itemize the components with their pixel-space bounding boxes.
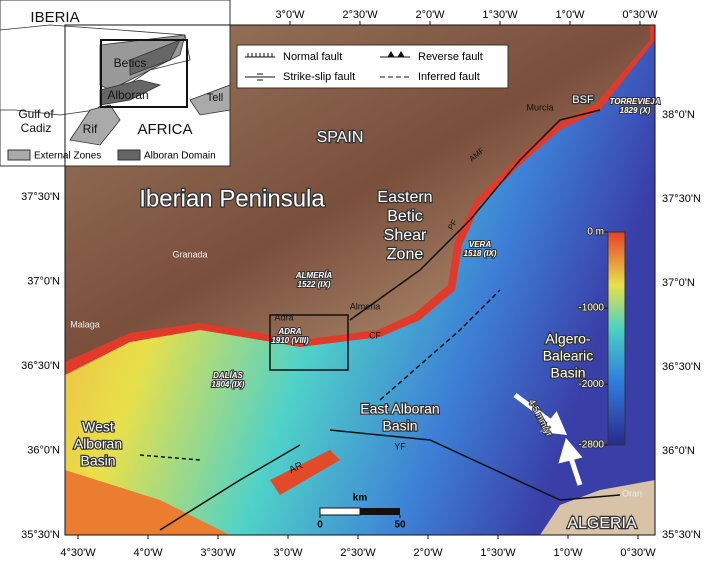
bottom-axis-label: 3°30'W	[200, 547, 236, 559]
right-axis-label: 35°30'N	[662, 529, 701, 541]
scale-bar	[319, 507, 400, 516]
inset-label: Betics	[114, 56, 147, 70]
map-base	[65, 25, 655, 535]
bottom-axis-label: 2°0'W	[413, 547, 443, 559]
bottom-axis-label: 1°30'W	[480, 547, 516, 559]
top-axis-label: 2°30'W	[342, 9, 378, 21]
legend	[236, 44, 509, 89]
legend-symbol	[380, 51, 410, 58]
legend-symbol	[245, 53, 275, 58]
bottom-axis-label: 4°30'W	[60, 547, 96, 559]
map-label: Granada	[172, 249, 207, 259]
legend-swatch	[7, 149, 31, 161]
velocity-arrows	[513, 393, 583, 486]
map-label: Basin	[550, 365, 585, 381]
map-label: 1518 (IX)	[464, 249, 497, 258]
map-label: VERA	[469, 240, 491, 249]
map-label: 1804 (IX)	[212, 380, 245, 389]
inset-label: IBERIA	[30, 9, 79, 26]
map-label: Malaga	[70, 319, 100, 329]
right-axis-label: 36°30'N	[662, 361, 701, 373]
map-label: ALMERÍA	[295, 271, 333, 280]
inset-label: Tell	[207, 92, 224, 104]
legend-symbol	[245, 73, 275, 81]
map-label: SPAIN	[317, 129, 364, 146]
bottom-axis-label: 1°0'W	[553, 547, 583, 559]
colorbar-label: -1000	[578, 303, 604, 314]
map-label: 1522 (IX)	[298, 280, 331, 289]
map-label: Alboran	[74, 436, 122, 452]
right-axis-label: 37°0'N	[662, 277, 695, 289]
legend-label: Reverse fault	[418, 51, 483, 63]
map-label: TORREVIEJA	[610, 97, 661, 106]
top-axis-label: 1°30'W	[482, 9, 518, 21]
right-axis-label: 37°30'N	[662, 193, 701, 205]
colorbar-label: 0 m	[587, 227, 604, 238]
inset-label: Cadiz	[21, 121, 52, 135]
faults	[139, 109, 621, 531]
map-label: Balearic	[543, 348, 594, 364]
top-axis-label: 1°0'W	[555, 9, 585, 21]
inset-label: Gulf of	[18, 107, 54, 121]
map-label: Oran	[622, 488, 642, 498]
map-label: Algero-	[545, 331, 590, 347]
map-label: 1829 (X)	[620, 106, 651, 115]
map-label: DALÍAS	[213, 371, 243, 380]
left-axis-label: 36°30'N	[21, 360, 60, 372]
top-axis-label: 2°0'W	[415, 9, 445, 21]
colorbar-label: -2000	[578, 379, 604, 390]
left-axis-label: 37°0'N	[27, 275, 60, 287]
right-axis-label: 36°0'N	[662, 445, 695, 457]
map-label: AR	[287, 460, 304, 476]
map-label: BSF	[572, 94, 594, 106]
map-label: YF	[394, 441, 406, 451]
left-axis-label: 36°0'N	[27, 444, 60, 456]
legend-label: Normal fault	[283, 51, 342, 63]
bottom-axis-label: 3°0'W	[273, 547, 303, 559]
study-box	[269, 314, 349, 371]
map-label: ADRA	[277, 327, 301, 336]
map-label: ALGERIA	[567, 515, 637, 532]
colorbar	[607, 231, 626, 446]
map-label: CF	[369, 330, 381, 340]
map-label: 1910 (VIII)	[271, 336, 309, 345]
map-label: Betic	[387, 208, 423, 225]
inset-label: Rif	[83, 122, 98, 136]
legend-swatch	[117, 149, 141, 161]
bottom-axis-label: 0°30'W	[620, 547, 656, 559]
bottom-axis-label: 4°0'W	[133, 547, 163, 559]
map-label: Adra	[274, 312, 293, 322]
legend-label: Strike-slip fault	[283, 71, 355, 83]
scale-title: km	[353, 493, 368, 504]
right-axis-label: 38°0'N	[662, 109, 695, 121]
inset-legend-label: External Zones	[34, 151, 101, 162]
scale-label: 0	[317, 520, 323, 531]
left-axis-label: 37°30'N	[21, 191, 60, 203]
inset-label: AFRICA	[137, 121, 192, 138]
map-label: Eastern	[377, 189, 432, 206]
left-axis-label: 35°30'N	[21, 529, 60, 541]
map-label: Almeria	[350, 301, 381, 311]
colorbar-label: -2800	[578, 440, 604, 451]
map-label: East Alboran	[360, 401, 439, 417]
top-axis-label: 3°0'W	[275, 9, 305, 21]
map-label: West	[82, 419, 114, 435]
inset-legend-label: Alboran Domain	[144, 151, 216, 162]
map-label: Iberian Peninsula	[139, 185, 325, 212]
inset-map	[0, 24, 231, 146]
bottom-axis-label: 2°30'W	[340, 547, 376, 559]
inset-label: Alboran	[107, 88, 148, 102]
map-label: Basin	[80, 453, 115, 469]
legend-label: Inferred fault	[418, 71, 480, 83]
map-label: Murcia	[526, 102, 553, 112]
map-label: Zone	[387, 246, 424, 263]
scale-label: 50	[394, 520, 406, 531]
top-axis-label: 0°30'W	[622, 9, 658, 21]
map-label: Shear	[384, 227, 427, 244]
map-label: Basin	[382, 418, 417, 434]
map-label: PF	[446, 218, 459, 231]
